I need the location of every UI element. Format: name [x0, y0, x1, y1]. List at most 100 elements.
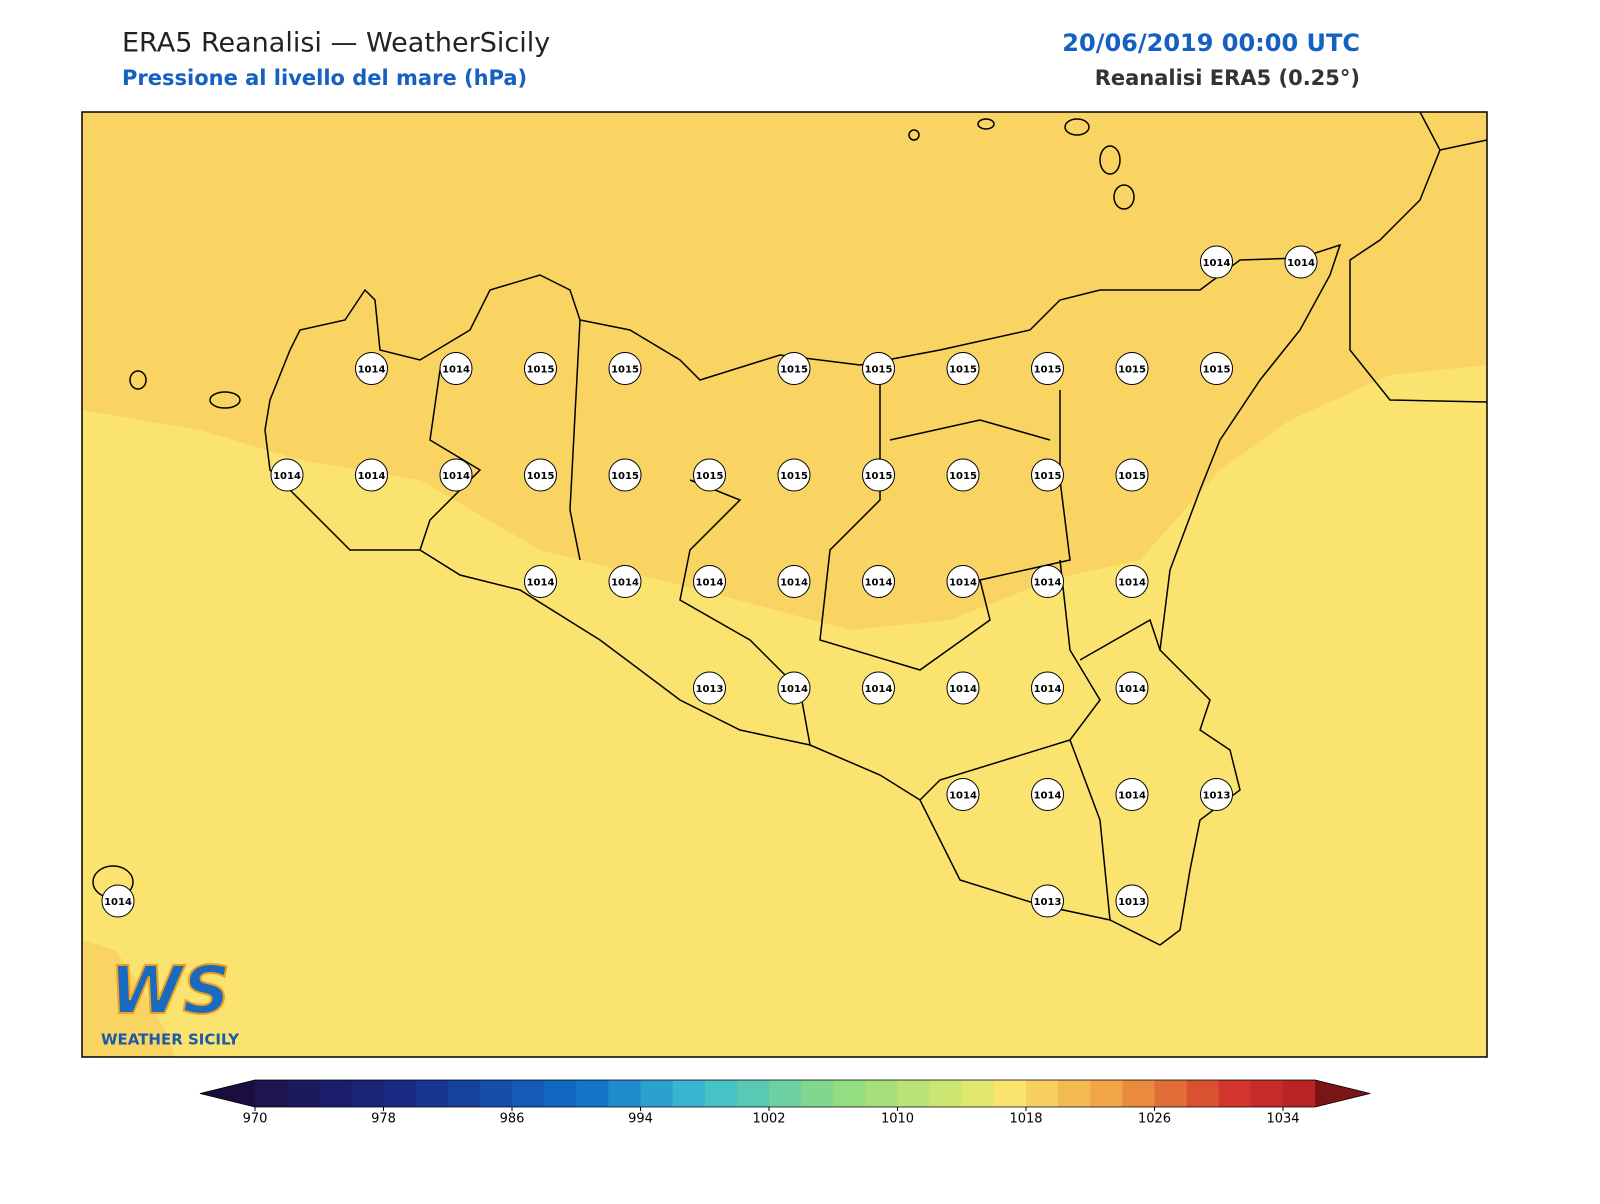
station-marker — [101, 884, 135, 918]
station-marker — [1031, 352, 1064, 385]
station-value: 1015 — [865, 365, 893, 376]
station-marker — [439, 458, 473, 492]
station-value: 1015 — [949, 471, 977, 482]
station-marker — [608, 352, 642, 385]
colorbar-band — [961, 1080, 995, 1107]
colorbar-band — [319, 1080, 352, 1107]
colorbar-band — [415, 1080, 449, 1107]
colorbar-extend-low — [200, 1080, 255, 1107]
station-marker — [355, 352, 388, 385]
station-value: 1013 — [1203, 791, 1231, 802]
station-marker — [946, 458, 980, 492]
station-value: 1014 — [273, 471, 301, 482]
station-marker — [524, 565, 557, 598]
colorbar-band — [512, 1080, 545, 1107]
station-marker — [693, 671, 726, 705]
colorbar-band — [608, 1080, 641, 1107]
colorbar-band — [383, 1080, 417, 1107]
station-value: 1015 — [1034, 471, 1062, 482]
station-value: 1014 — [1118, 578, 1146, 589]
colorbar-band — [1186, 1080, 1220, 1107]
station-marker — [946, 352, 980, 385]
colorbar-band — [287, 1080, 320, 1107]
station-marker — [1031, 458, 1064, 492]
station-marker — [862, 352, 895, 385]
colorbar: 970 978 986 994 1002 1010 1018 1026 1034 — [199, 1079, 1371, 1127]
station-value: 1014 — [442, 471, 470, 482]
colorbar-band — [865, 1080, 898, 1107]
subtitle: Pressione al livello del mare (hPa) — [122, 66, 527, 90]
colorbar-band — [801, 1080, 834, 1107]
station-marker — [270, 458, 304, 492]
source: Reanalisi ERA5 (0.25°) — [1095, 66, 1360, 90]
station-value: 1015 — [696, 471, 724, 482]
station-value: 1014 — [527, 578, 555, 589]
colorbar-band — [769, 1080, 802, 1107]
colorbar-band — [1283, 1080, 1316, 1107]
station-marker — [693, 458, 726, 492]
station-value: 1014 — [104, 897, 132, 908]
colorbar-band — [255, 1080, 288, 1107]
colorbar-tick-label: 978 — [371, 1112, 396, 1127]
colorbar-band — [544, 1080, 577, 1107]
station-marker — [693, 565, 726, 598]
station-value: 1015 — [865, 471, 893, 482]
station-marker — [862, 458, 895, 492]
station-marker — [1031, 565, 1064, 598]
station-marker — [1115, 778, 1149, 811]
colorbar-band — [1090, 1080, 1123, 1107]
title: ERA5 Reanalisi — WeatherSicily — [122, 28, 550, 59]
station-value: 1014 — [949, 578, 977, 589]
colorbar-tick-label: 1034 — [1266, 1112, 1299, 1127]
station-marker — [1200, 778, 1233, 811]
date: 20/06/2019 00:00 UTC — [1062, 29, 1360, 57]
station-value: 1014 — [1034, 684, 1062, 695]
station-value: 1014 — [780, 684, 808, 695]
station-value: 1015 — [1118, 365, 1146, 376]
station-value: 1014 — [1203, 258, 1231, 269]
colorbar-band — [447, 1080, 481, 1107]
station-marker — [946, 778, 980, 811]
station-value: 1014 — [865, 684, 893, 695]
colorbar-tick-label: 986 — [500, 1112, 525, 1127]
station-marker — [1200, 245, 1233, 279]
colorbar-band — [576, 1080, 609, 1107]
station-value: 1014 — [358, 471, 386, 482]
map-frame — [81, 111, 1488, 1058]
colorbar-band — [1218, 1080, 1252, 1107]
station-value: 1014 — [1034, 791, 1062, 802]
colorbar-tick-label: 1026 — [1138, 1112, 1171, 1127]
station-marker — [439, 352, 473, 385]
station-marker — [1031, 778, 1064, 811]
station-marker — [1031, 671, 1064, 705]
colorbar-tick-label: 1010 — [881, 1112, 914, 1127]
station-marker — [777, 671, 811, 705]
station-value: 1014 — [696, 578, 724, 589]
station-value: 1013 — [696, 684, 724, 695]
province-borders — [419, 319, 1161, 921]
colorbar-band — [479, 1080, 513, 1107]
colorbar-band — [1154, 1080, 1188, 1107]
station-value: 1014 — [442, 365, 470, 376]
station-marker — [608, 458, 642, 492]
station-marker — [777, 458, 811, 492]
station-value: 1014 — [949, 684, 977, 695]
colorbar-tick-label: 994 — [628, 1112, 653, 1127]
stations: 1014 1014 1014 1014 1015 1015 1015 1015 1015 1015… — [101, 245, 1318, 918]
colorbar-band — [1250, 1080, 1284, 1107]
station-marker — [1200, 352, 1233, 385]
station-value: 1014 — [780, 578, 808, 589]
colorbar-band — [640, 1080, 674, 1107]
station-marker — [1115, 458, 1149, 492]
station-value: 1014 — [611, 578, 639, 589]
station-value: 1015 — [611, 471, 639, 482]
station-marker — [524, 458, 557, 492]
station-marker — [1284, 245, 1318, 279]
colorbar-tick-label: 1002 — [752, 1112, 785, 1127]
map: 1014 1014 1014 1014 1015 1015 1015 1015 1015 1015… — [81, 111, 1488, 1058]
colorbar-band — [929, 1080, 963, 1107]
colorbar-band — [833, 1080, 866, 1107]
station-value: 1014 — [358, 365, 386, 376]
station-marker — [862, 671, 895, 705]
